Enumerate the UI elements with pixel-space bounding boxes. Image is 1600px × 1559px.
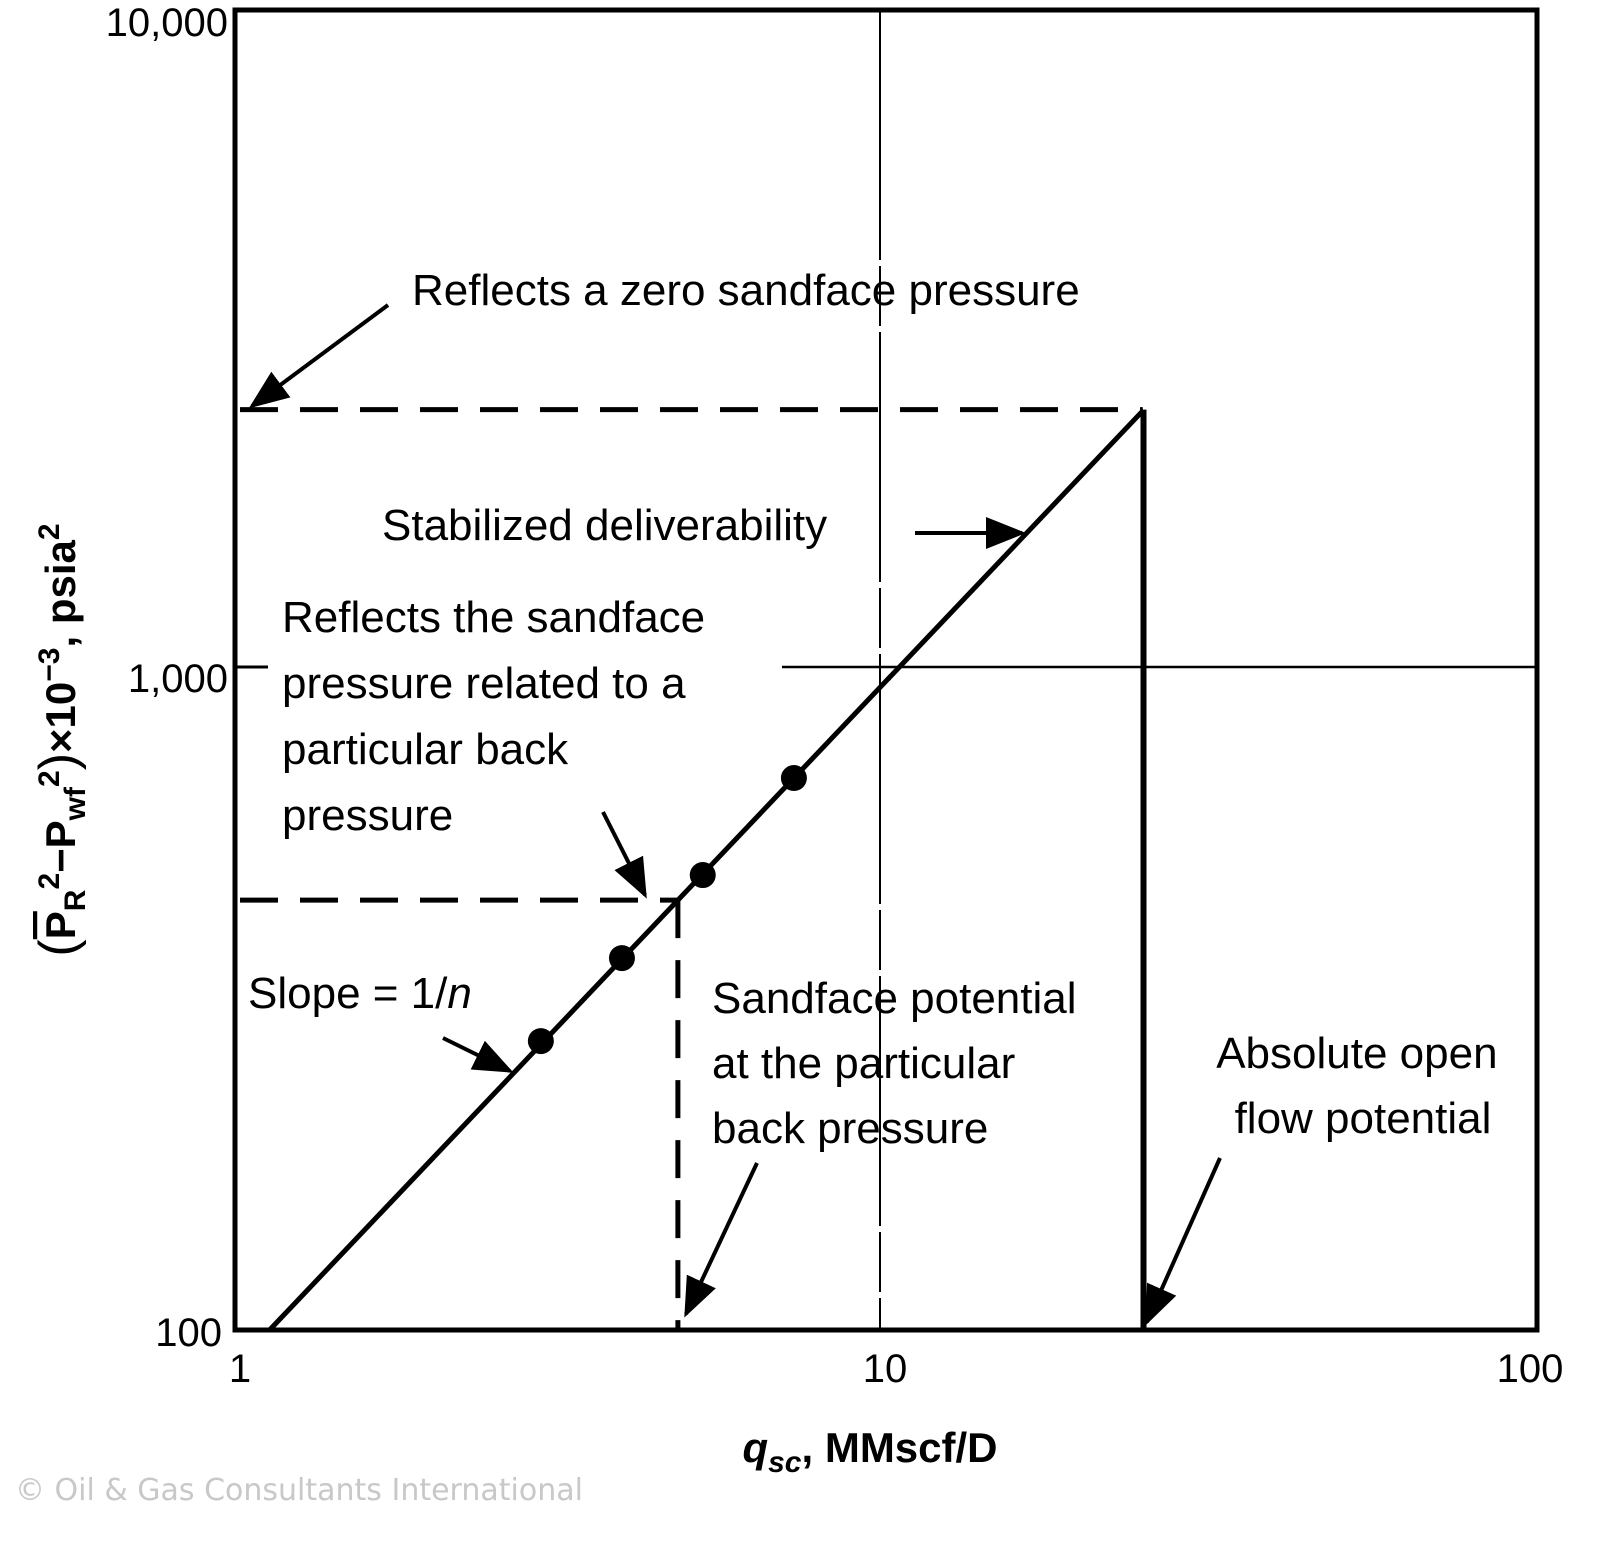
plot-frame xyxy=(232,7,1540,1333)
data-point xyxy=(527,1028,554,1055)
annotation-sandface-potential: Sandface potential at the particular bac… xyxy=(712,974,1089,1153)
annotation-zero-sandface: Reflects a zero sandface pressure xyxy=(412,266,1080,315)
y-tick-1000: 1,000 xyxy=(128,657,228,701)
annotation-stabilized: Stabilized deliverability xyxy=(382,501,827,550)
x-tick-10: 10 xyxy=(863,1347,908,1391)
arrow-sandface-potential xyxy=(684,1162,759,1318)
x-tick-1: 1 xyxy=(229,1347,251,1391)
y-axis-label: (PR2−Pwf2)×10−3, psia2 xyxy=(29,523,92,956)
watermark: © Oil & Gas Consultants International xyxy=(15,1473,583,1508)
annotation-aof: Absolute open flow potential xyxy=(1216,1029,1510,1143)
y-tick-10000: 10,000 xyxy=(106,1,228,45)
chart-marks xyxy=(240,407,1147,1332)
arrow-back-pressure xyxy=(601,811,647,899)
arrow-zero-sandface xyxy=(248,303,390,409)
data-point xyxy=(780,765,807,792)
annotation-back-pressure: Reflects the sandface pressure related t… xyxy=(282,593,717,840)
data-point xyxy=(689,862,716,889)
arrow-slope xyxy=(442,1036,514,1073)
annotation-slope: Slope = 1/n xyxy=(248,969,472,1018)
arrow-aof xyxy=(1145,1157,1222,1326)
x-axis-label: qsc, MMscf/D xyxy=(742,1424,997,1479)
data-point xyxy=(608,945,635,972)
y-tick-100: 100 xyxy=(155,1311,222,1355)
x-tick-100: 100 xyxy=(1497,1347,1564,1391)
